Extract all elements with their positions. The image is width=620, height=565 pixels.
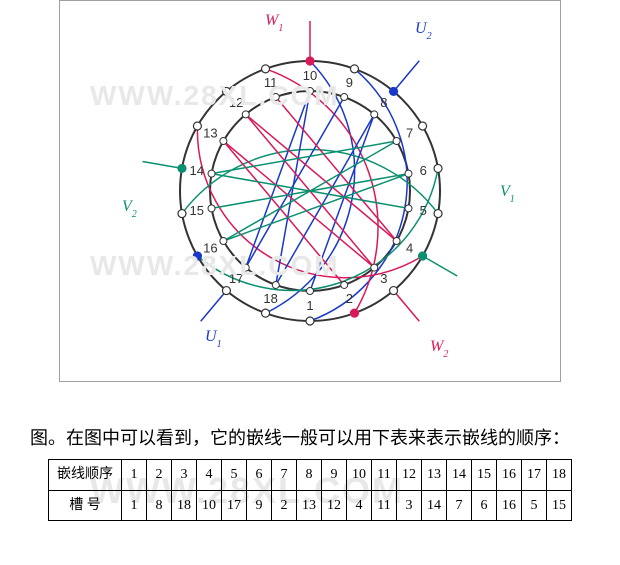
slot-cell: 18 <box>172 490 197 520</box>
order-cell: 6 <box>247 460 272 490</box>
order-cell: 1 <box>122 460 147 490</box>
order-cell: 3 <box>172 460 197 490</box>
slot-cell: 11 <box>372 490 397 520</box>
order-cell: 13 <box>422 460 447 490</box>
slot-number: 1 <box>306 298 313 313</box>
slot-cell: 15 <box>547 490 572 520</box>
slot-number: 5 <box>420 203 427 218</box>
order-cell: 17 <box>522 460 547 490</box>
order-cell: 11 <box>372 460 397 490</box>
order-cell: 5 <box>222 460 247 490</box>
order-cell: 18 <box>547 460 572 490</box>
slot-cell: 1 <box>122 490 147 520</box>
order-cell: 2 <box>147 460 172 490</box>
slot-number: 14 <box>190 163 204 178</box>
slot-cell: 3 <box>397 490 422 520</box>
order-cell: 16 <box>497 460 522 490</box>
slot-cell: 6 <box>472 490 497 520</box>
caption-block: 图。在图中可以看到，它的嵌线一般可以用下表来表示嵌线的顺序： 嵌线顺序12345… <box>30 422 590 521</box>
row-header-slot: 槽 号 <box>49 490 122 520</box>
order-cell: 4 <box>197 460 222 490</box>
slot-cell: 12 <box>322 490 347 520</box>
slot-number: 15 <box>190 203 204 218</box>
winding-diagram: 123456789101112131415161718U1U2V1V2W1W2 <box>59 0 561 382</box>
slot-number: 3 <box>380 271 387 286</box>
page-root: WWW.28XL.COMWWW.28XL.COMWWW.28XL.COM 123… <box>0 0 620 565</box>
order-cell: 10 <box>347 460 372 490</box>
slot-number: 4 <box>406 241 413 256</box>
order-cell: 9 <box>322 460 347 490</box>
row-header-order: 嵌线顺序 <box>49 460 122 490</box>
slot-number: 2 <box>346 291 353 306</box>
slot-cell: 8 <box>147 490 172 520</box>
slot-cell: 10 <box>197 490 222 520</box>
slot-cell: 7 <box>447 490 472 520</box>
order-cell: 7 <box>272 460 297 490</box>
slot-number: 6 <box>420 163 427 178</box>
slot-number: 18 <box>263 291 277 306</box>
winding-order-table: 嵌线顺序123456789101112131415161718 槽 号18181… <box>48 459 572 520</box>
slot-number: 17 <box>229 271 243 286</box>
slot-cell: 4 <box>347 490 372 520</box>
slot-number: 9 <box>346 75 353 90</box>
slot-cell: 14 <box>422 490 447 520</box>
slot-cell: 16 <box>497 490 522 520</box>
order-cell: 14 <box>447 460 472 490</box>
slot-cell: 17 <box>222 490 247 520</box>
caption-text: 图。在图中可以看到，它的嵌线一般可以用下表来表示嵌线的顺序： <box>30 428 570 448</box>
slot-number: 11 <box>264 75 278 90</box>
slot-cell: 2 <box>272 490 297 520</box>
slot-cell: 9 <box>247 490 272 520</box>
order-cell: 15 <box>472 460 497 490</box>
order-cell: 12 <box>397 460 422 490</box>
slot-number: 12 <box>229 95 243 110</box>
slot-cell: 5 <box>522 490 547 520</box>
slot-number: 16 <box>203 241 217 256</box>
slot-cell: 13 <box>297 490 322 520</box>
order-cell: 8 <box>297 460 322 490</box>
slot-number: 10 <box>303 68 317 83</box>
slot-number: 7 <box>406 126 413 141</box>
slot-number: 8 <box>380 95 387 110</box>
slot-number: 13 <box>203 126 217 141</box>
